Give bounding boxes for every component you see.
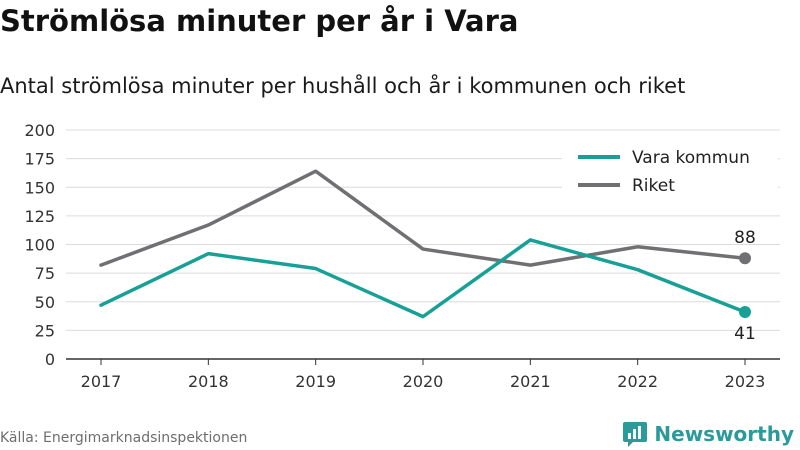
- x-tick-label: 2019: [295, 372, 336, 391]
- chart-subtitle: Antal strömlösa minuter per hushåll och …: [0, 74, 686, 98]
- end-point-marker: [739, 252, 751, 265]
- series-lines: [99, 169, 751, 319]
- source-note: Källa: Energimarknadsinspektionen: [0, 430, 248, 446]
- y-tick-label: 200: [24, 121, 55, 140]
- series-line-vara-kommun: [99, 238, 747, 319]
- y-tick-label: 0: [45, 350, 55, 369]
- y-tick-label: 150: [24, 178, 55, 197]
- x-tick-label: 2023: [725, 372, 766, 391]
- chart-title: Strömlösa minuter per år i Vara: [0, 4, 519, 38]
- end-labels: 88 41: [734, 228, 756, 344]
- series-line-riket: [99, 169, 747, 267]
- end-value-label: 41: [734, 324, 756, 344]
- x-tick-label: 2021: [510, 372, 551, 391]
- brand-name: Newsworthy: [654, 422, 794, 446]
- x-tick-label: 2022: [617, 372, 658, 391]
- y-axis-ticks: 0 25 50 75 100 125 150 175 200: [24, 121, 55, 369]
- x-tick-label: 2018: [188, 372, 229, 391]
- x-tick-label: 2020: [403, 372, 444, 391]
- end-value-label: 88: [734, 228, 756, 248]
- legend-label: Riket: [632, 176, 675, 196]
- end-point-marker: [739, 306, 751, 319]
- legend: Vara kommun Riket: [562, 145, 778, 197]
- y-tick-label: 25: [35, 321, 55, 340]
- y-tick-label: 175: [24, 150, 55, 169]
- brand-logo: Newsworthy: [622, 419, 794, 449]
- y-tick-label: 50: [35, 293, 55, 312]
- x-tick-label: 2017: [81, 372, 122, 391]
- legend-label: Vara kommun: [632, 148, 750, 168]
- y-tick-label: 100: [24, 236, 55, 255]
- y-tick-label: 125: [24, 207, 55, 226]
- y-tick-label: 75: [35, 264, 55, 283]
- x-axis: 2017 2018 2019 2020 2021 2022 2023: [66, 358, 780, 391]
- newsworthy-logo-icon: [623, 422, 648, 447]
